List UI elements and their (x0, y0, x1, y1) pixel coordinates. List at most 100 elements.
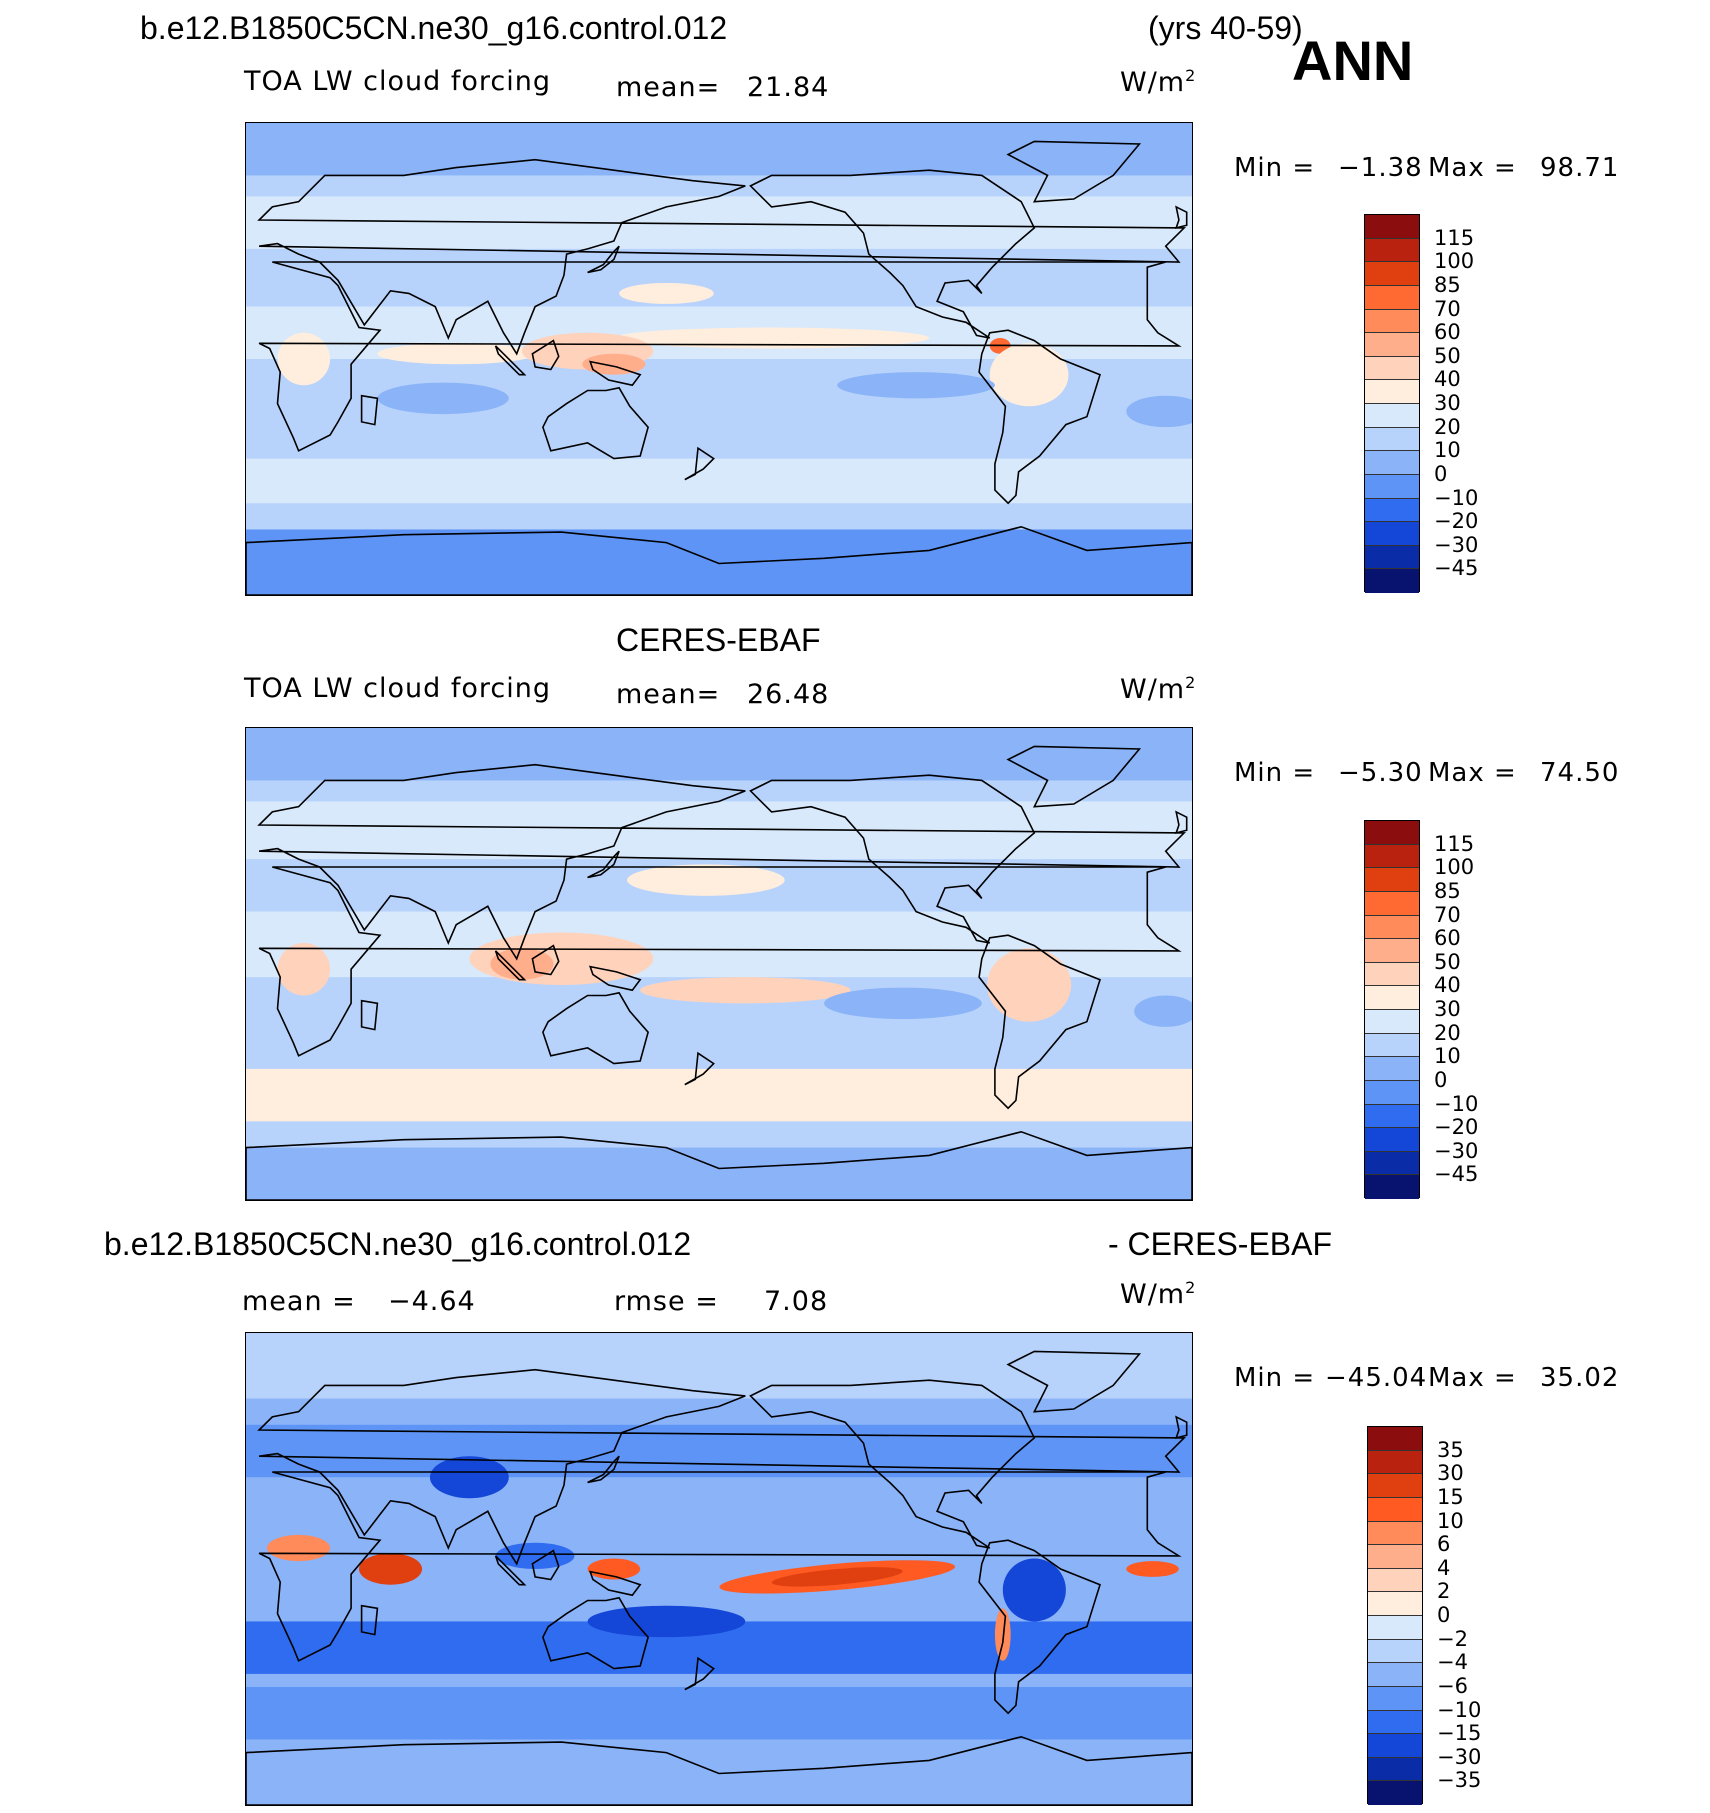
indian-east-negative (495, 1542, 575, 1569)
colorbar-tick-label: −4 (1437, 1650, 1468, 1675)
colorbar-segment (1365, 868, 1419, 892)
congo-patch (277, 332, 331, 386)
antarctic-band (246, 1147, 1192, 1200)
colorbar-tick-label: −15 (1437, 1721, 1482, 1746)
newzealand-coast (684, 446, 715, 481)
madagascar-coast (360, 394, 379, 426)
colorbar-tick-label: −6 (1437, 1673, 1468, 1698)
africa-coast (258, 261, 1182, 452)
colorbar-segment (1365, 451, 1419, 475)
arctic-band (246, 123, 1192, 176)
panel2-map (245, 727, 1193, 1201)
antarctica-coast (246, 525, 1192, 595)
colorbar-tick-label: −45 (1434, 556, 1479, 581)
colorbar-tick-label: −20 (1434, 509, 1479, 534)
north-america-coast (749, 1379, 1036, 1549)
colorbar-segment (1368, 1592, 1422, 1616)
colorbar-segment (1365, 1104, 1419, 1129)
colorbar-segment (1365, 333, 1419, 357)
panel2-mean-value: 26.48 (747, 679, 830, 710)
se-pacific-low (824, 987, 982, 1020)
nw-pacific-patch (619, 282, 714, 304)
years-label: (yrs 40-59) (1148, 10, 1303, 46)
colorbar-tick-label: 100 (1434, 855, 1475, 880)
colorbar-segment (1365, 569, 1419, 593)
case-title: b.e12.B1850C5CN.ne30_g16.control.012 (140, 10, 728, 46)
colorbar-tick-label: 60 (1434, 926, 1461, 951)
colorbar-tick-label: 0 (1434, 1067, 1448, 1092)
africa-coast (258, 1471, 1182, 1662)
south-pacific-negative (587, 1605, 746, 1638)
panel2-variable: TOA LW cloud forcing (244, 673, 551, 704)
colorbar-tick-label: 6 (1437, 1532, 1451, 1557)
sh-storm-track-band (246, 458, 1192, 504)
colorbar-segment (1365, 1080, 1419, 1105)
arctic-band (246, 728, 1192, 781)
europe-asia-coast (257, 1368, 1187, 1566)
colorbar-segment (1365, 1175, 1419, 1199)
newguinea-coast (588, 1570, 642, 1597)
colorbar-tick-label: 0 (1437, 1603, 1451, 1627)
colorbar-segment (1368, 1568, 1422, 1593)
panel3-max-label: Max = (1428, 1363, 1517, 1393)
spcz-patch (640, 977, 851, 1004)
congo-patch (277, 943, 331, 996)
colorbar-segment (1368, 1450, 1422, 1475)
colorbar-tick-label: 100 (1434, 249, 1475, 274)
greenland-coast (1006, 745, 1142, 808)
colorbar-segment (1365, 915, 1419, 940)
new-guinea-max (582, 353, 646, 375)
colorbar-segment (1365, 356, 1419, 381)
newguinea-coast (588, 965, 642, 992)
colorbar-tick-label: −35 (1437, 1768, 1482, 1793)
colorbar-segment (1365, 962, 1419, 987)
south-america-coast (978, 1539, 1101, 1715)
amazon-patch (989, 343, 1069, 407)
colorbar-tick-label: 40 (1434, 973, 1461, 998)
colorbar-segment (1365, 821, 1419, 845)
colorbar-segment (1365, 1057, 1419, 1081)
panel1-min-value: −1.38 (1338, 153, 1423, 183)
colorbar-segment (1368, 1545, 1422, 1569)
indonesia-max (490, 948, 554, 980)
tibet-negative (429, 1456, 509, 1499)
colorbar-segment (1365, 380, 1419, 404)
colorbar-segment (1368, 1497, 1422, 1522)
uk-coast (1174, 205, 1188, 230)
colorbar-tick-label: 10 (1437, 1508, 1464, 1533)
colorbar-tick-label: 85 (1434, 272, 1461, 297)
indian-ocean-patch (377, 343, 536, 365)
colorbar-tick-label: 4 (1437, 1555, 1451, 1580)
atlantic-low (1134, 995, 1192, 1027)
antarctic-band (246, 529, 1192, 595)
colorbar-segment (1365, 1010, 1419, 1034)
colorbar-tick-label: 30 (1434, 391, 1461, 415)
colorbar-tick-label: 60 (1434, 320, 1461, 345)
colorbar-segment (1365, 285, 1419, 310)
pacific-itcz-patch (613, 327, 930, 349)
colorbar-segment (1368, 1474, 1422, 1498)
southern-ocean-band (246, 1687, 1192, 1740)
panel1-mean-value: 21.84 (747, 72, 830, 103)
panel1-map (245, 122, 1193, 596)
colorbar-segment (1368, 1686, 1422, 1711)
colorbar-segment (1365, 238, 1419, 263)
colorbar-tick-label: −30 (1437, 1744, 1482, 1769)
colorbar-tick-label: −20 (1434, 1115, 1479, 1140)
east-pacific-max (771, 1567, 903, 1587)
colorbar-segment (1365, 545, 1419, 570)
sahel-positive (267, 1534, 331, 1562)
colorbar-tick-label: −30 (1434, 532, 1479, 557)
colorbar-tick-label: 30 (1437, 1461, 1464, 1486)
colorbar-tick-label: 50 (1434, 949, 1461, 974)
panel3-colorbar (1367, 1426, 1423, 1805)
panel3-rmse-value: 7.08 (764, 1286, 829, 1317)
colorbar-segment (1365, 1033, 1419, 1058)
colorbar-segment (1365, 939, 1419, 963)
colorbar-tick-label: 10 (1434, 438, 1461, 463)
panel2-max-value: 74.50 (1540, 758, 1620, 788)
colorbar-segment (1365, 404, 1419, 428)
antarctica-coast (246, 1130, 1192, 1200)
newzealand-coast (684, 1656, 715, 1691)
antarctica-coast (246, 1735, 1192, 1805)
